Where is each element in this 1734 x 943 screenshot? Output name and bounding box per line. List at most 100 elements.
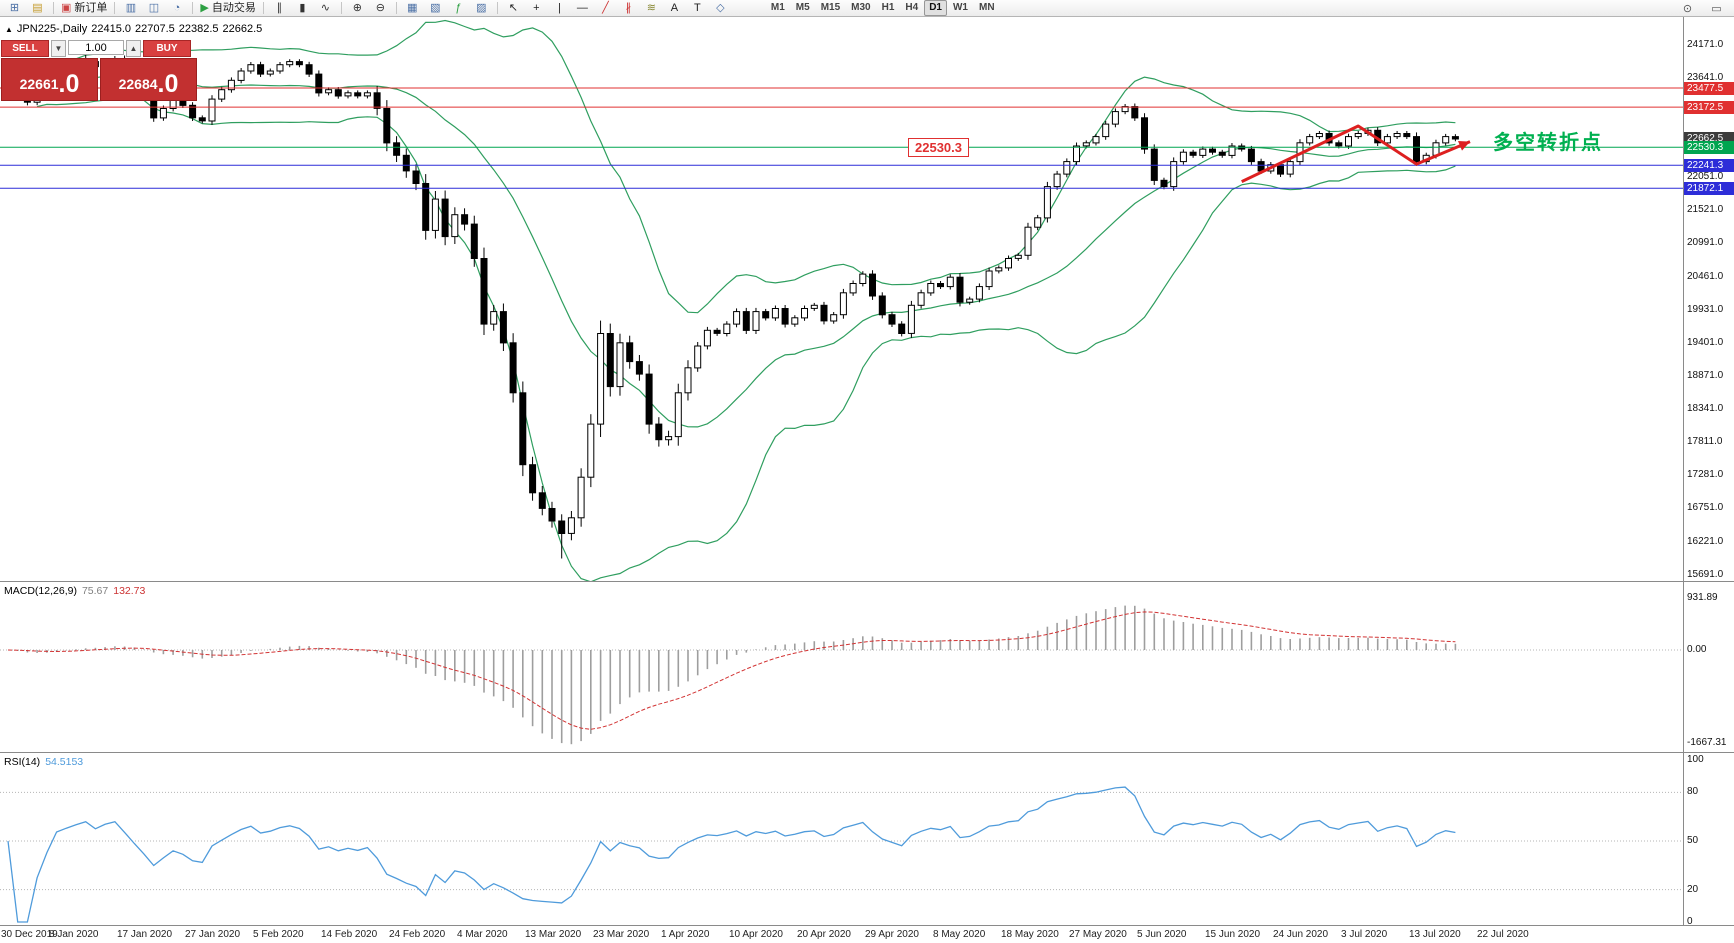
line-chart-icon[interactable]: ∿	[314, 0, 337, 17]
date-axis-label: 13 Jul 2020	[1409, 929, 1461, 940]
macd-axis-label: 931.89	[1687, 592, 1718, 604]
templates-icon: ▨	[476, 1, 487, 14]
date-axis-label: 8 May 2020	[933, 929, 986, 940]
rsi-pane-canvas[interactable]	[0, 753, 1683, 925]
date-axis-label: 30 Dec 2019	[1, 929, 58, 940]
cursor-icon[interactable]: ↖	[502, 0, 525, 17]
line-chart-icon: ∿	[320, 1, 330, 14]
date-axis-label: 27 May 2020	[1069, 929, 1127, 940]
text-icon[interactable]: A	[663, 0, 686, 17]
toolbar-separator	[340, 2, 342, 14]
timeframe-d1[interactable]: D1	[924, 0, 947, 16]
macd-pane-canvas[interactable]	[0, 582, 1683, 752]
templates-icon[interactable]: ▨	[470, 0, 493, 17]
volume-input[interactable]	[68, 40, 124, 55]
date-axis-label: 3 Jul 2020	[1341, 929, 1388, 940]
date-axis-label: 22 Jul 2020	[1477, 929, 1529, 940]
autotrading-button[interactable]: ▶ 自动交易	[197, 0, 258, 17]
text-icon: A	[670, 1, 679, 14]
timeframe-w1[interactable]: W1	[952, 2, 968, 13]
level-price-label[interactable]: 22530.3	[908, 138, 969, 157]
rsi-pane-separator[interactable]	[0, 752, 1734, 753]
date-axis-label: 15 Jun 2020	[1205, 929, 1261, 940]
shapes-icon[interactable]: ◇	[709, 0, 732, 17]
timeframe-m5[interactable]: M5	[795, 2, 810, 13]
sell-price-display[interactable]: 22661.0	[1, 58, 98, 101]
community-icon[interactable]: ▭	[1711, 3, 1722, 15]
new-order-button-label: 新订单	[74, 1, 108, 14]
date-axis-label: 24 Jun 2020	[1273, 929, 1329, 940]
zoom-out-icon[interactable]: ⊖	[369, 0, 392, 17]
timeframe-m30[interactable]: M30	[851, 2, 871, 13]
label-icon[interactable]: T	[686, 0, 709, 17]
trendline-icon[interactable]: ╱	[594, 0, 617, 17]
price-level-badge: 21872.1	[1684, 181, 1734, 195]
fibonacci-icon: ≋	[646, 1, 656, 14]
symbol-title: JPN225-,Daily	[16, 23, 88, 35]
macd-axis-label: 0.00	[1687, 644, 1707, 655]
auto-arrange-icon: ▧	[430, 1, 441, 14]
market-watch-icon[interactable]: ▥	[119, 0, 142, 17]
macd-pane-separator[interactable]	[0, 581, 1734, 582]
indicators-icon[interactable]: ƒ	[447, 0, 470, 17]
ohlc-low: 22382.5	[178, 23, 219, 35]
zoom-in-icon[interactable]: ⊕	[346, 0, 369, 17]
date-axis-label: 24 Feb 2020	[389, 929, 446, 940]
price-level-badge: 23477.5	[1684, 81, 1734, 95]
date-axis-label: 5 Jun 2020	[1137, 929, 1187, 940]
date-axis-label: 18 May 2020	[1001, 929, 1059, 940]
collapse-trade-panel-icon[interactable]: ▲	[5, 25, 13, 34]
volume-decrease-button[interactable]: ▼	[51, 40, 66, 57]
price-axis-label: 20461.0	[1687, 270, 1724, 282]
channel-icon[interactable]: ∦	[617, 0, 640, 17]
date-axis[interactable]: 30 Dec 2019 8 Jan 2020 17 Jan 2020 27 Jan 2…	[0, 925, 1734, 943]
ohlc-open: 22415.0	[91, 23, 131, 35]
price-axis-label: 18341.0	[1687, 403, 1724, 415]
price-axis-label: 23641.0	[1687, 71, 1724, 83]
bars-chart-icon: ∥	[276, 1, 283, 14]
timeframe-m15[interactable]: M15	[820, 2, 841, 13]
tile-windows-icon[interactable]: ▦	[401, 0, 424, 17]
strategy-tester-icon: ◔	[173, 1, 181, 14]
price-axis-label: 15691.0	[1687, 568, 1724, 580]
date-axis-label: 1 Apr 2020	[661, 929, 710, 940]
timeframe-h1[interactable]: H1	[881, 2, 895, 13]
market-watch-icon: ▥	[125, 1, 137, 14]
horizontal-line-icon[interactable]: —	[571, 0, 594, 17]
sell-button[interactable]: SELL	[1, 40, 49, 57]
new-order-button[interactable]: ▣ 新订单	[58, 0, 110, 17]
crosshair-icon[interactable]: +	[525, 0, 548, 17]
timeframe-mn[interactable]: MN	[978, 2, 995, 13]
horizontal-line-icon: —	[576, 1, 588, 14]
bars-chart-icon[interactable]: ∥	[268, 0, 291, 17]
toolbar-separator	[53, 2, 54, 14]
label-icon: T	[694, 1, 701, 14]
autotrading-button-label: 自动交易	[211, 1, 256, 14]
buy-button[interactable]: BUY	[143, 40, 191, 57]
strategy-tester-icon[interactable]: ◔	[165, 0, 188, 17]
new-chart-icon[interactable]: ⊞	[3, 0, 26, 17]
rsi-axis-label: 0	[1687, 916, 1693, 927]
volume-increase-button[interactable]: ▲	[126, 40, 141, 57]
price-axis[interactable]: 24171.0 23641.0 22051.0 21521.0 20991.0 20461…	[1683, 17, 1734, 927]
candles-chart-icon[interactable]: ▮	[291, 0, 314, 17]
vertical-line-icon[interactable]: |	[548, 0, 571, 17]
timeframe-m1[interactable]: M1	[770, 2, 785, 13]
fibonacci-icon[interactable]: ≋	[640, 0, 663, 17]
chart-annotation-text[interactable]: 多空转折点	[1493, 132, 1603, 154]
timeframe-h4[interactable]: H4	[905, 2, 919, 13]
buy-price-display[interactable]: 22684.0	[100, 58, 197, 101]
data-window-icon[interactable]: ◫	[142, 0, 165, 17]
price-level-badge: 22241.3	[1684, 158, 1734, 172]
price-axis-label: 16221.0	[1687, 535, 1724, 547]
search-icon[interactable]: ⊙	[1682, 3, 1693, 15]
price-axis-label: 19931.0	[1687, 303, 1724, 315]
date-axis-label: 13 Mar 2020	[525, 929, 582, 940]
price-axis-label: 19401.0	[1687, 336, 1724, 348]
main-chart-canvas[interactable]	[0, 17, 1683, 581]
one-click-trading-panel: SELL ▼ ▲ BUY 22661.0 22684.0	[1, 40, 199, 101]
date-axis-label: 4 Mar 2020	[457, 929, 508, 940]
tile-windows-icon: ▦	[407, 1, 418, 14]
profiles-icon[interactable]: ▤	[26, 0, 49, 17]
auto-arrange-icon[interactable]: ▧	[424, 0, 447, 17]
